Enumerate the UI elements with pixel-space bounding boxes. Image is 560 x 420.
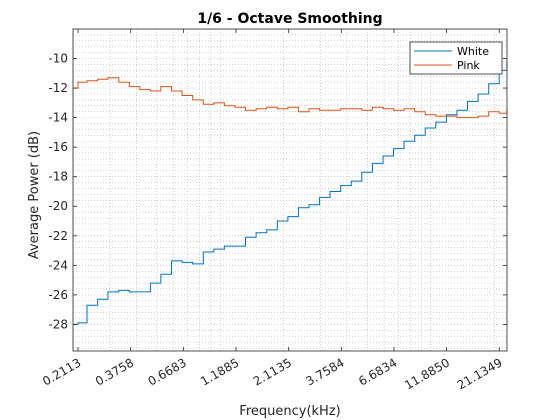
x-axis-label: Frequency(kHz) bbox=[239, 404, 340, 419]
y-tick-label: -16 bbox=[48, 140, 68, 154]
y-tick-label: -12 bbox=[48, 81, 68, 95]
y-tick-label: -14 bbox=[48, 111, 68, 125]
y-tick-label: -26 bbox=[48, 288, 68, 302]
legend-label-white: White bbox=[457, 45, 489, 58]
series-line-white bbox=[73, 61, 508, 325]
plot-area bbox=[73, 29, 507, 351]
series-line-pink bbox=[73, 77, 508, 119]
y-tick-label: -20 bbox=[48, 199, 68, 213]
chart-title: 1/6 - Octave Smoothing bbox=[197, 11, 382, 27]
plot-frame bbox=[72, 28, 508, 352]
legend-box bbox=[409, 41, 503, 75]
y-axis-label: Average Power (dB) bbox=[27, 131, 42, 259]
y-tick-label: -10 bbox=[48, 52, 68, 66]
y-tick-label: -28 bbox=[48, 317, 68, 331]
legend-label-pink: Pink bbox=[457, 59, 480, 72]
series-layer bbox=[73, 61, 508, 325]
grid bbox=[72, 28, 507, 351]
y-tick-label: -22 bbox=[48, 229, 68, 243]
y-tick-label: -18 bbox=[48, 170, 68, 184]
y-tick-label: -24 bbox=[48, 258, 68, 272]
